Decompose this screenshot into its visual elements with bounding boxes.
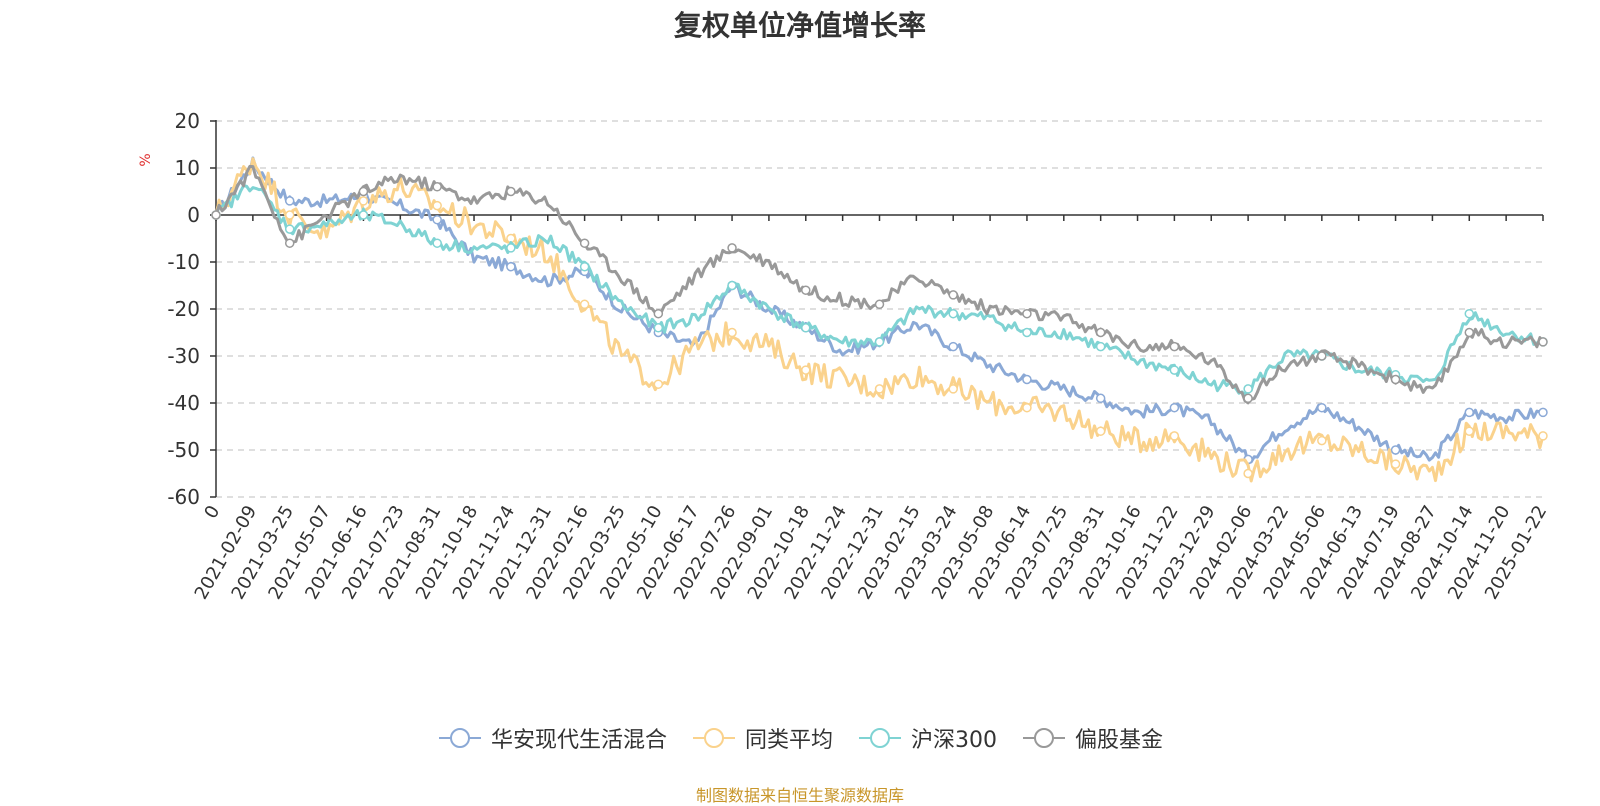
data-point xyxy=(1538,431,1548,441)
data-point xyxy=(1022,327,1032,338)
data-point xyxy=(1317,402,1327,413)
data-point xyxy=(506,261,516,272)
data-point xyxy=(579,261,590,272)
data-point xyxy=(874,384,885,394)
data-point xyxy=(1022,374,1032,385)
data-point xyxy=(948,341,958,352)
data-point xyxy=(1464,327,1475,338)
data-point xyxy=(284,238,295,248)
y-tick-label: 0 xyxy=(187,203,200,227)
legend: 华安现代生活混合 同类平均 沪深300 偏股基金 xyxy=(0,722,1600,754)
legend-label-equity-fund: 偏股基金 xyxy=(1075,728,1164,753)
data-point xyxy=(1022,402,1032,413)
data-point xyxy=(358,196,369,206)
data-point xyxy=(1464,407,1475,418)
data-point xyxy=(358,210,369,220)
data-point xyxy=(801,285,811,295)
data-point xyxy=(1095,341,1106,352)
data-point xyxy=(358,186,369,197)
legend-item-huaan[interactable]: 华安现代生活混合 xyxy=(437,722,667,754)
data-point xyxy=(1095,393,1106,404)
data-point xyxy=(1169,341,1180,352)
data-point xyxy=(284,196,295,206)
data-point xyxy=(874,337,885,347)
data-point xyxy=(211,210,221,220)
data-point xyxy=(1095,327,1106,338)
data-point xyxy=(1169,365,1180,375)
y-axis-label: % xyxy=(138,153,154,166)
series-line-1 xyxy=(214,157,1545,483)
data-point xyxy=(579,299,590,310)
data-point xyxy=(432,214,442,225)
data-point xyxy=(801,365,811,375)
data-point xyxy=(1169,402,1180,413)
data-point xyxy=(1317,351,1327,361)
data-point xyxy=(727,280,737,291)
data-point xyxy=(1538,407,1548,418)
legend-marker-huaan xyxy=(438,728,481,748)
data-point xyxy=(1464,308,1475,319)
series-line-0 xyxy=(214,156,1544,465)
y-axis: 20 10 0 -10 -20 -30 -40 -50 -60 xyxy=(167,109,217,509)
data-point xyxy=(506,243,516,253)
data-point xyxy=(1243,468,1253,479)
legend-item-hs300[interactable]: 沪深300 xyxy=(857,722,997,754)
legend-marker-equity-fund xyxy=(1023,728,1065,748)
data-point xyxy=(653,323,664,333)
data-point xyxy=(1317,435,1327,446)
y-tick-label: -20 xyxy=(167,297,200,321)
data-point xyxy=(432,200,442,211)
data-point xyxy=(1243,384,1253,394)
data-point xyxy=(1390,445,1401,455)
data-point xyxy=(653,379,664,389)
legend-item-peer-average[interactable]: 同类平均 xyxy=(691,722,833,754)
y-tick-label: -50 xyxy=(167,438,200,462)
data-point xyxy=(432,238,442,248)
data-point xyxy=(653,308,664,319)
grid-lines xyxy=(216,120,1543,498)
legend-item-equity-fund[interactable]: 偏股基金 xyxy=(1021,722,1163,754)
data-point xyxy=(1464,426,1475,436)
data-point xyxy=(1022,308,1032,319)
legend-label-hs300: 沪深300 xyxy=(911,728,997,753)
data-point xyxy=(284,224,295,234)
data-source-note: 制图数据来自恒生聚源数据库 xyxy=(695,786,904,805)
x-tick-label: 0 xyxy=(200,502,224,522)
y-tick-label: 20 xyxy=(175,109,200,133)
data-point xyxy=(948,384,958,394)
legend-label-peer-average: 同类平均 xyxy=(744,728,833,753)
x-axis: 02021-02-092021-03-252021-05-072021-06-1… xyxy=(191,214,1551,603)
data-point xyxy=(801,323,811,333)
y-tick-label: -10 xyxy=(167,250,200,274)
legend-label-huaan: 华安现代生活混合 xyxy=(490,728,667,753)
data-point xyxy=(1538,337,1548,347)
y-tick-label: -40 xyxy=(167,391,200,415)
data-point xyxy=(874,299,885,310)
data-point xyxy=(1390,459,1401,469)
data-point xyxy=(579,238,590,248)
data-point xyxy=(948,290,958,300)
data-point xyxy=(1169,431,1180,441)
data-point xyxy=(1243,393,1253,404)
y-tick-label: 10 xyxy=(175,156,200,180)
legend-marker-hs300 xyxy=(859,728,901,748)
data-point xyxy=(727,243,737,253)
data-point xyxy=(1095,426,1106,436)
y-tick-label: -60 xyxy=(167,485,200,509)
data-point xyxy=(284,210,295,220)
data-point xyxy=(432,182,442,192)
series-layer xyxy=(211,156,1548,483)
data-point xyxy=(948,308,958,319)
data-point xyxy=(727,327,737,338)
legend-marker-peer-average xyxy=(692,728,735,748)
chart-title: 复权单位净值增长率 xyxy=(673,9,926,42)
y-tick-label: -30 xyxy=(167,344,200,368)
data-point xyxy=(1390,374,1401,385)
data-point xyxy=(506,186,516,197)
